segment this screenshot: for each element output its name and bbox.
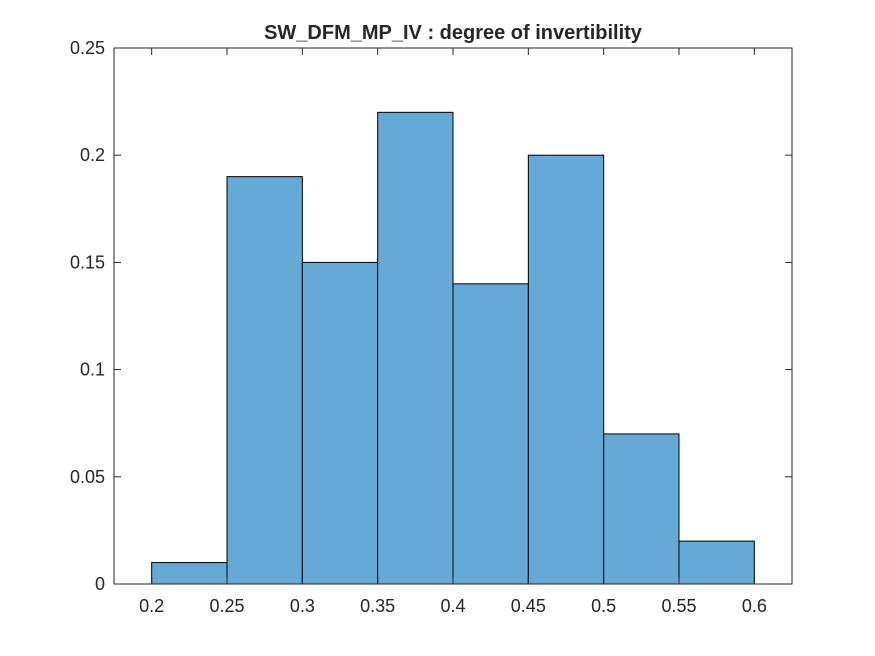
y-tick-label: 0.1 xyxy=(80,360,105,380)
x-tick-label: 0.6 xyxy=(742,596,767,616)
histogram-bar xyxy=(226,176,303,585)
x-tick-label: 0.2 xyxy=(139,596,164,616)
y-tick-label: 0.2 xyxy=(80,145,105,165)
chart-title: SW_DFM_MP_IV : degree of invertibility xyxy=(264,22,643,44)
histogram-bar xyxy=(527,154,605,585)
x-tick-label: 0.55 xyxy=(661,596,696,616)
y-tick-label: 0.25 xyxy=(70,38,105,58)
histogram-bar xyxy=(452,283,529,585)
x-tick-label: 0.4 xyxy=(440,596,465,616)
axes-group: 0.2 0.25 0.3 0.35 0.4 0.45 0.5 0.55 0.6 0 0.05 0.1 0… xyxy=(70,38,793,616)
x-tick-label: 0.35 xyxy=(360,596,395,616)
histogram-bar xyxy=(678,540,755,585)
y-tick-label: 0.15 xyxy=(70,252,105,272)
histogram-bar xyxy=(151,562,228,585)
y-tick-label: 0.05 xyxy=(70,467,105,487)
x-tick-label: 0.3 xyxy=(290,596,315,616)
y-tick-label: 0 xyxy=(95,574,105,594)
x-tick-label: 0.25 xyxy=(209,596,244,616)
histogram-bar xyxy=(377,111,454,585)
histogram-bar xyxy=(301,261,379,585)
x-tick-label: 0.45 xyxy=(511,596,546,616)
x-tick-label: 0.5 xyxy=(591,596,616,616)
histogram-bar xyxy=(603,433,680,585)
bars-group xyxy=(151,111,755,585)
